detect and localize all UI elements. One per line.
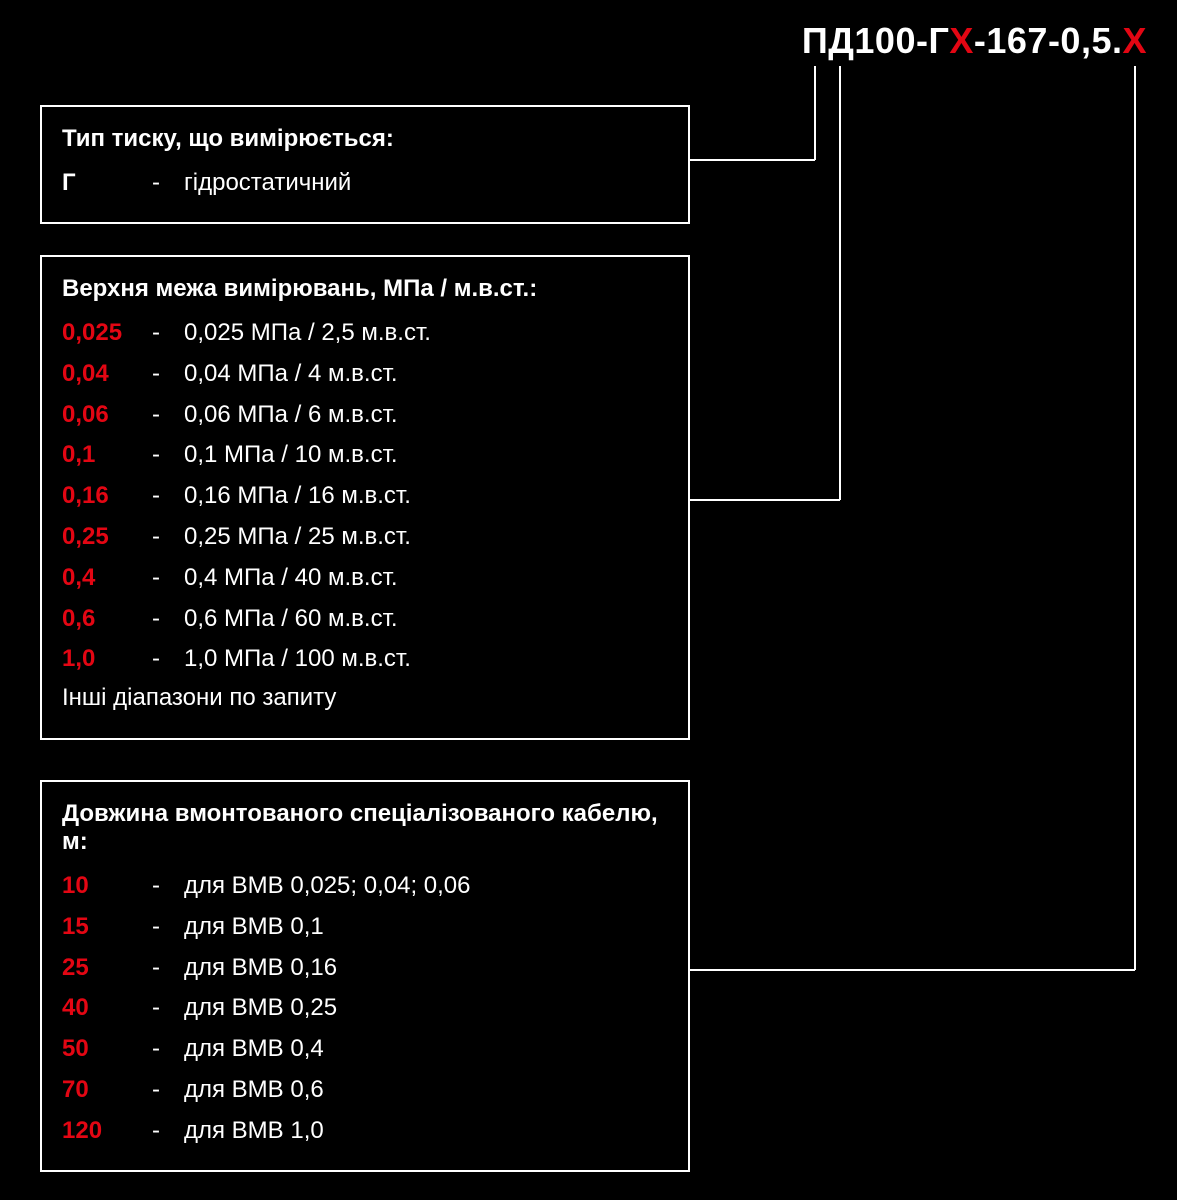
- option-code: 25: [62, 948, 152, 989]
- box-pressure-type: Тип тиску, що вимірюється: Г- гідростати…: [40, 105, 690, 224]
- option-code: 40: [62, 988, 152, 1029]
- option-desc: для ВМВ 0,16: [172, 948, 337, 989]
- dash: -: [152, 435, 172, 476]
- option-row: 25- для ВМВ 0,16: [62, 948, 668, 989]
- option-desc: 0,025 МПа / 2,5 м.в.ст.: [172, 313, 431, 354]
- dash: -: [152, 1029, 172, 1070]
- box-title: Тип тиску, що вимірюється:: [62, 125, 668, 153]
- option-code: 0,16: [62, 476, 152, 517]
- option-desc: 0,1 МПа / 10 м.в.ст.: [172, 435, 398, 476]
- option-code: 70: [62, 1070, 152, 1111]
- dash: -: [152, 599, 172, 640]
- option-row: Г- гідростатичний: [62, 163, 668, 204]
- option-code: 0,04: [62, 354, 152, 395]
- dash: -: [152, 354, 172, 395]
- option-row: 0,16- 0,16 МПа / 16 м.в.ст.: [62, 476, 668, 517]
- product-code: ПД100-ГХ-167-0,5.Х: [802, 20, 1147, 62]
- option-code: 0,25: [62, 517, 152, 558]
- option-row: 120- для ВМВ 1,0: [62, 1111, 668, 1152]
- option-desc: 0,16 МПа / 16 м.в.ст.: [172, 476, 411, 517]
- dash: -: [152, 517, 172, 558]
- option-desc: для ВМВ 1,0: [172, 1111, 324, 1152]
- dash: -: [152, 948, 172, 989]
- option-code: 0,4: [62, 558, 152, 599]
- option-code: 10: [62, 866, 152, 907]
- box-footnote: Інші діапазони по запиту: [62, 684, 668, 712]
- option-row: 0,025- 0,025 МПа / 2,5 м.в.ст.: [62, 313, 668, 354]
- dash: -: [152, 866, 172, 907]
- option-code: 0,1: [62, 435, 152, 476]
- product-code-part-0: ПД100-Г: [802, 20, 949, 61]
- box-title: Довжина вмонтованого спеціалізованого ка…: [62, 800, 668, 856]
- box-upper-limit: Верхня межа вимірювань, МПа / м.в.ст.: 0…: [40, 255, 690, 740]
- option-row: 50- для ВМВ 0,4: [62, 1029, 668, 1070]
- option-row: 70- для ВМВ 0,6: [62, 1070, 668, 1111]
- option-desc: 0,25 МПа / 25 м.в.ст.: [172, 517, 411, 558]
- option-row: 40- для ВМВ 0,25: [62, 988, 668, 1029]
- option-row: 15- для ВМВ 0,1: [62, 907, 668, 948]
- option-code: 0,025: [62, 313, 152, 354]
- dash: -: [152, 1111, 172, 1152]
- box-title: Верхня межа вимірювань, МПа / м.в.ст.:: [62, 275, 668, 303]
- dash: -: [152, 988, 172, 1029]
- option-desc: для ВМВ 0,1: [172, 907, 324, 948]
- dash: -: [152, 907, 172, 948]
- dash: -: [152, 313, 172, 354]
- option-desc: для ВМВ 0,4: [172, 1029, 324, 1070]
- option-desc: 0,4 МПа / 40 м.в.ст.: [172, 558, 398, 599]
- option-row: 0,4- 0,4 МПа / 40 м.в.ст.: [62, 558, 668, 599]
- dash: -: [152, 1070, 172, 1111]
- option-code: 0,6: [62, 599, 152, 640]
- option-row: 10- для ВМВ 0,025; 0,04; 0,06: [62, 866, 668, 907]
- option-desc: 1,0 МПа / 100 м.в.ст.: [172, 639, 411, 680]
- option-desc: 0,04 МПа / 4 м.в.ст.: [172, 354, 398, 395]
- product-code-part-1: Х: [949, 20, 974, 61]
- option-row: 0,04- 0,04 МПа / 4 м.в.ст.: [62, 354, 668, 395]
- option-desc: гідростатичний: [172, 163, 351, 204]
- product-code-part-2: -167-0,5.: [974, 20, 1123, 61]
- option-code: 50: [62, 1029, 152, 1070]
- option-code: 0,06: [62, 395, 152, 436]
- option-row: 1,0- 1,0 МПа / 100 м.в.ст.: [62, 639, 668, 680]
- dash: -: [152, 395, 172, 436]
- box-cable-length: Довжина вмонтованого спеціалізованого ка…: [40, 780, 690, 1172]
- option-desc: 0,6 МПа / 60 м.в.ст.: [172, 599, 398, 640]
- dash: -: [152, 163, 172, 204]
- option-row: 0,06- 0,06 МПа / 6 м.в.ст.: [62, 395, 668, 436]
- option-code: 1,0: [62, 639, 152, 680]
- product-code-part-3: Х: [1122, 20, 1147, 61]
- option-code: Г: [62, 163, 152, 204]
- dash: -: [152, 476, 172, 517]
- option-row: 0,25- 0,25 МПа / 25 м.в.ст.: [62, 517, 668, 558]
- option-desc: 0,06 МПа / 6 м.в.ст.: [172, 395, 398, 436]
- option-row: 0,6- 0,6 МПа / 60 м.в.ст.: [62, 599, 668, 640]
- option-code: 15: [62, 907, 152, 948]
- option-desc: для ВМВ 0,25: [172, 988, 337, 1029]
- dash: -: [152, 558, 172, 599]
- option-code: 120: [62, 1111, 152, 1152]
- dash: -: [152, 639, 172, 680]
- option-row: 0,1- 0,1 МПа / 10 м.в.ст.: [62, 435, 668, 476]
- option-desc: для ВМВ 0,025; 0,04; 0,06: [172, 866, 471, 907]
- option-desc: для ВМВ 0,6: [172, 1070, 324, 1111]
